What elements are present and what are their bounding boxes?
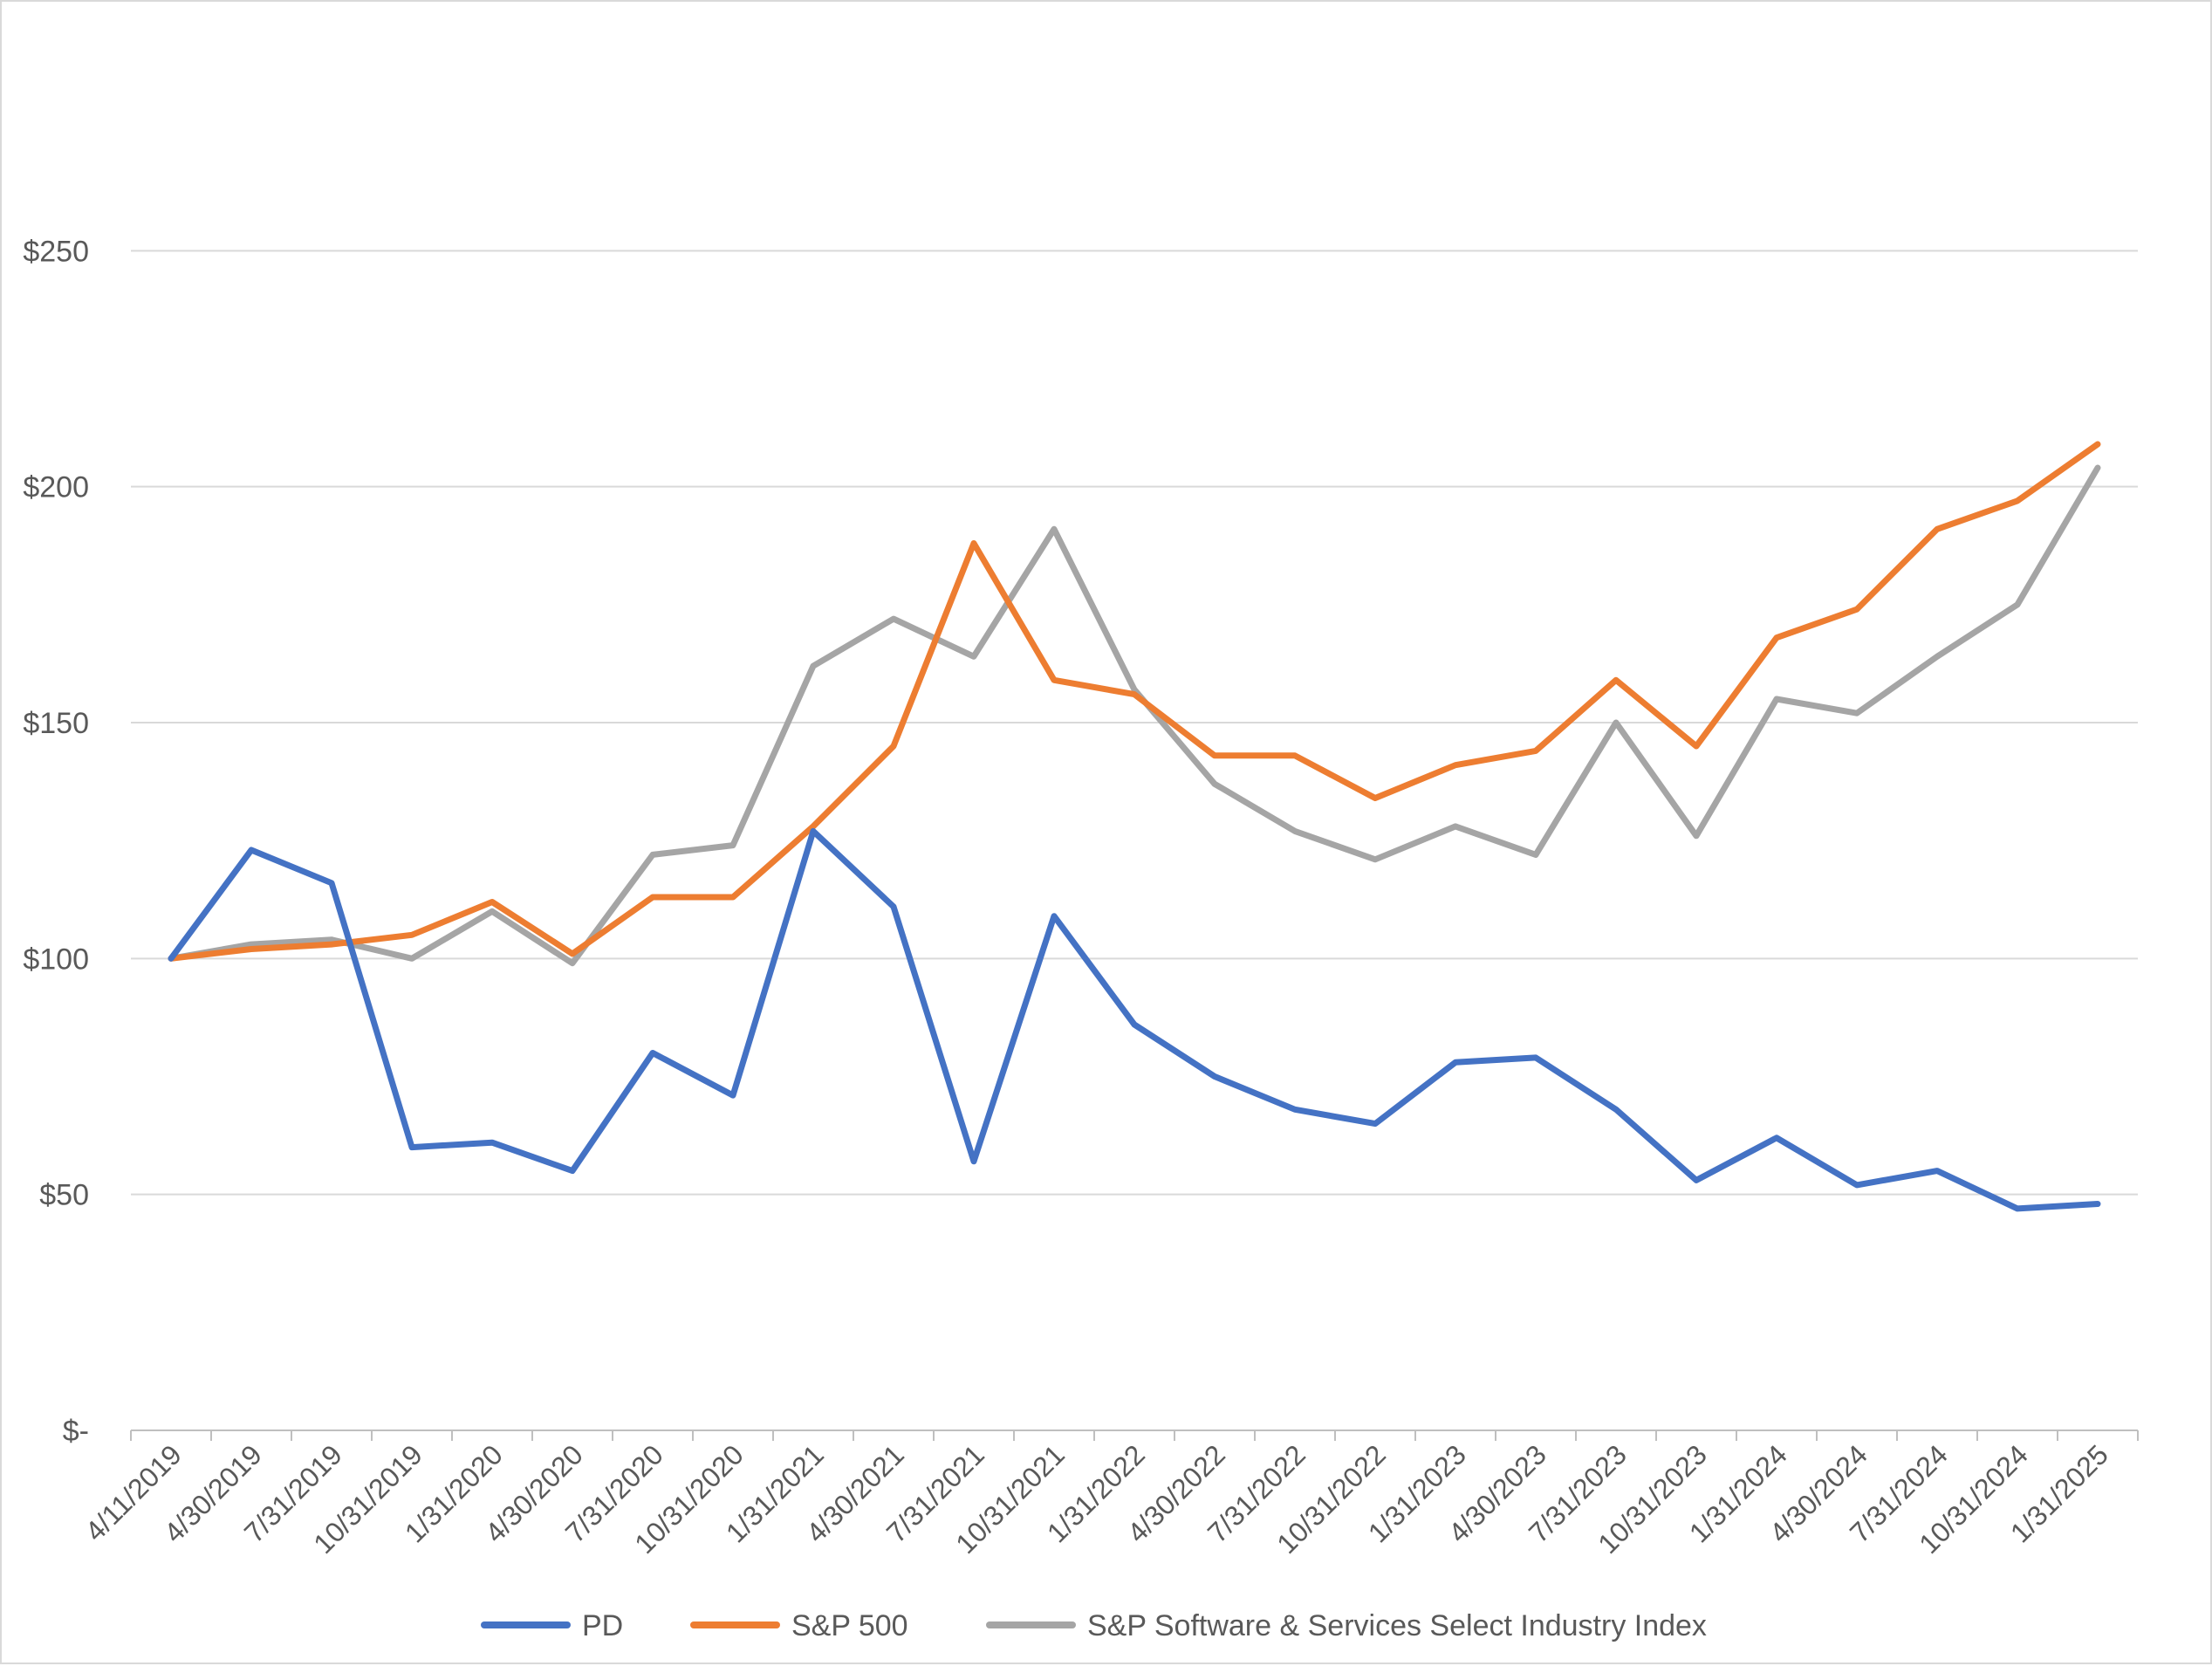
legend: PD S&P 500 S&P Software & Services Select … <box>481 1609 1707 1642</box>
series-lines <box>168 441 2101 1212</box>
legend-label-pd: PD <box>582 1609 623 1642</box>
series-line-s-p-500 <box>168 441 2101 962</box>
y-tick-label: $250 <box>23 235 89 268</box>
series-line-pd <box>168 827 2101 1212</box>
y-tick-label: $50 <box>39 1179 89 1212</box>
y-tick-label: $150 <box>23 707 89 740</box>
y-axis-ticks: $- $50 $100 $150 $200 $250 <box>23 235 89 1448</box>
gridlines <box>131 250 2138 1196</box>
series-line-s-p-software-services-select-industry-index <box>168 464 2101 967</box>
y-tick-label: $100 <box>23 943 89 976</box>
legend-label-s-p-software-services-select-industry-index: S&P Software & Services Select Industry … <box>1087 1609 1707 1642</box>
legend-label-s-p-500: S&P 500 <box>791 1609 908 1642</box>
y-tick-label: $200 <box>23 471 89 504</box>
x-axis-ticks: 4/11/20194/30/20197/31/201910/31/20191/3… <box>79 1430 2139 1560</box>
y-tick-label: $- <box>63 1415 89 1448</box>
